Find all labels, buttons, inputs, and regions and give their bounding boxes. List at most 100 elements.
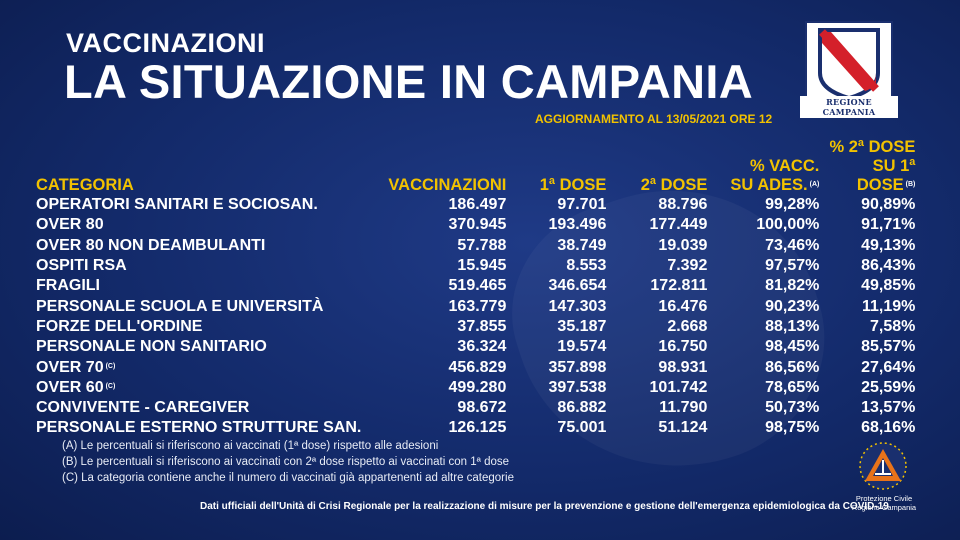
row-dose1-value: 19.574	[557, 338, 607, 356]
table-row: OVER 70 (C) 456.829 357.898 98.931 86,56% 27,6…	[36, 357, 915, 377]
row-dose2: 16.750	[606, 337, 707, 357]
row-dose1: 147.303	[506, 296, 607, 316]
row-dose2-value: 7.392	[667, 257, 708, 275]
row-dose1: 86.882	[506, 398, 606, 418]
row-dose1-value: 397.538	[548, 378, 607, 396]
row-pct-2dose: 49,13%	[819, 236, 915, 256]
row-vaccinazioni: 186.497	[361, 195, 507, 215]
row-categoria: OVER 80 NON DEAMBULANTI	[36, 236, 361, 256]
row-pct-vacc-value: 100,00%	[756, 216, 820, 234]
row-vaccinazioni-value: 37.855	[457, 317, 507, 335]
header-pct-vacc: % VACC. SU ADES. (A)	[707, 138, 819, 195]
row-pct-2dose-value: 49,85%	[861, 277, 916, 295]
row-pct-2dose-value: 13,57%	[861, 399, 916, 417]
table-row: FRAGILI 519.465 346.654 172.811 81,82% 49,85%	[36, 276, 915, 296]
protezione-civile-line2: Regione Campania	[851, 503, 917, 512]
row-vaccinazioni: 126.125	[361, 418, 507, 438]
row-pct-vacc-value: 88,13%	[765, 317, 820, 335]
page-subtitle: VACCINAZIONI	[66, 28, 265, 58]
row-pct-vacc: 98,45%	[707, 337, 819, 357]
row-dose1-value: 86.882	[557, 399, 607, 417]
note-marker: (B)	[905, 181, 916, 188]
row-pct-vacc-value: 98,75%	[765, 419, 820, 437]
row-dose1: 193.496	[506, 215, 607, 235]
table-row: PERSONALE ESTERNO STRUTTURE SAN. 126.125 7…	[36, 418, 915, 438]
row-vaccinazioni-value: 370.945	[448, 216, 507, 234]
row-dose2-value: 51.124	[658, 419, 708, 437]
row-pct-2dose: 68,16%	[819, 418, 915, 438]
row-dose1-value: 75.001	[557, 419, 607, 437]
row-pct-2dose: 90,89%	[819, 195, 915, 215]
row-dose1-value: 346.654	[548, 277, 607, 295]
row-pct-vacc-value: 78,65%	[765, 378, 820, 396]
row-dose1-value: 35.187	[557, 317, 607, 335]
row-pct-vacc: 90,23%	[707, 296, 819, 316]
row-pct-2dose-value: 27,64%	[861, 358, 916, 376]
row-pct-2dose-value: 68,16%	[861, 419, 916, 437]
footnote-a: (A) Le percentuali si riferiscono ai vac…	[62, 440, 439, 452]
row-dose2-value: 98.931	[658, 358, 708, 376]
row-pct-vacc: 73,46%	[707, 236, 819, 256]
table-row: CONVIVENTE - CAREGIVER 98.672 86.882 11.790…	[36, 398, 915, 418]
row-dose1: 8.553	[506, 256, 606, 276]
row-dose1: 397.538	[506, 378, 607, 398]
row-dose1-value: 193.496	[548, 216, 607, 234]
row-pct-vacc-value: 99,28%	[765, 196, 820, 214]
table-row: OSPITI RSA 15.945 8.553 7.392 97,57% 86,43%	[36, 256, 915, 276]
row-dose2-value: 19.039	[658, 236, 708, 254]
table-header-row: CATEGORIA VACCINAZIONI 1ª DOSE 2ª DOSE %…	[36, 138, 915, 195]
row-pct-2dose-value: 85,57%	[861, 338, 916, 356]
footnotes: (A) Le percentuali si riferiscono ai vac…	[62, 438, 514, 486]
row-dose1: 19.574	[506, 337, 606, 357]
row-vaccinazioni: 57.788	[361, 236, 506, 256]
row-pct-2dose: 49,85%	[819, 276, 915, 296]
row-dose2-value: 101.742	[649, 378, 708, 396]
row-vaccinazioni-value: 57.788	[457, 236, 507, 254]
row-vaccinazioni: 36.324	[361, 337, 506, 357]
row-categoria-value: FORZE DELL'ORDINE	[36, 317, 203, 335]
row-dose2-value: 11.790	[659, 399, 708, 417]
row-categoria-value: OVER 70	[36, 358, 104, 376]
row-vaccinazioni-value: 499.280	[448, 378, 507, 396]
row-categoria-value: PERSONALE ESTERNO STRUTTURE SAN.	[36, 419, 362, 437]
row-vaccinazioni-value: 519.465	[448, 277, 507, 295]
row-categoria-value: OVER 60	[36, 378, 104, 396]
row-vaccinazioni-value: 456.829	[448, 358, 507, 376]
row-vaccinazioni: 456.829	[361, 357, 507, 377]
note-marker: (A)	[809, 181, 820, 188]
row-pct-vacc: 78,65%	[707, 378, 819, 398]
table-row: OVER 60 (C) 499.280 397.538 101.742 78,65% 25,…	[36, 378, 915, 398]
row-pct-vacc-value: 81,82%	[765, 277, 820, 295]
row-categoria-value: FRAGILI	[36, 277, 100, 295]
row-pct-vacc: 100,00%	[707, 215, 819, 235]
row-dose2: 88.796	[606, 195, 707, 215]
row-pct-vacc: 98,75%	[707, 418, 819, 438]
row-categoria-value: CONVIVENTE - CAREGIVER	[36, 399, 250, 417]
row-categoria: PERSONALE NON SANITARIO	[36, 337, 361, 357]
row-dose1-value: 97.701	[557, 196, 607, 214]
note-marker: (C)	[105, 382, 116, 390]
row-pct-vacc-value: 50,73%	[765, 399, 820, 417]
row-dose2-value: 177.449	[649, 216, 708, 234]
row-pct-vacc-value: 73,46%	[765, 236, 820, 254]
row-dose1-value: 147.303	[548, 297, 607, 315]
row-vaccinazioni: 163.779	[361, 296, 507, 316]
row-categoria-value: OVER 80	[36, 216, 104, 234]
row-categoria: FORZE DELL'ORDINE	[36, 317, 361, 337]
row-dose2: 51.124	[606, 418, 707, 438]
header-dose2: 2ª DOSE	[640, 176, 708, 194]
row-pct-vacc: 86,56%	[707, 357, 819, 377]
row-dose1: 97.701	[506, 195, 606, 215]
header-pct-2dose-line1: % 2ª DOSE	[829, 138, 916, 156]
row-dose1-value: 38.749	[557, 236, 607, 254]
row-categoria: PERSONALE ESTERNO STRUTTURE SAN.	[36, 418, 361, 438]
row-vaccinazioni-value: 126.125	[448, 419, 507, 437]
row-pct-2dose: 25,59%	[819, 378, 915, 398]
row-categoria: OVER 60 (C)	[36, 378, 361, 398]
row-dose2: 16.476	[606, 296, 707, 316]
header-pct-vacc-line2: SU ADES.	[730, 176, 808, 194]
row-categoria: OVER 80	[36, 215, 361, 235]
row-pct-vacc: 99,28%	[707, 195, 819, 215]
row-vaccinazioni-value: 163.779	[448, 297, 507, 315]
row-pct-2dose-value: 91,71%	[861, 216, 916, 234]
